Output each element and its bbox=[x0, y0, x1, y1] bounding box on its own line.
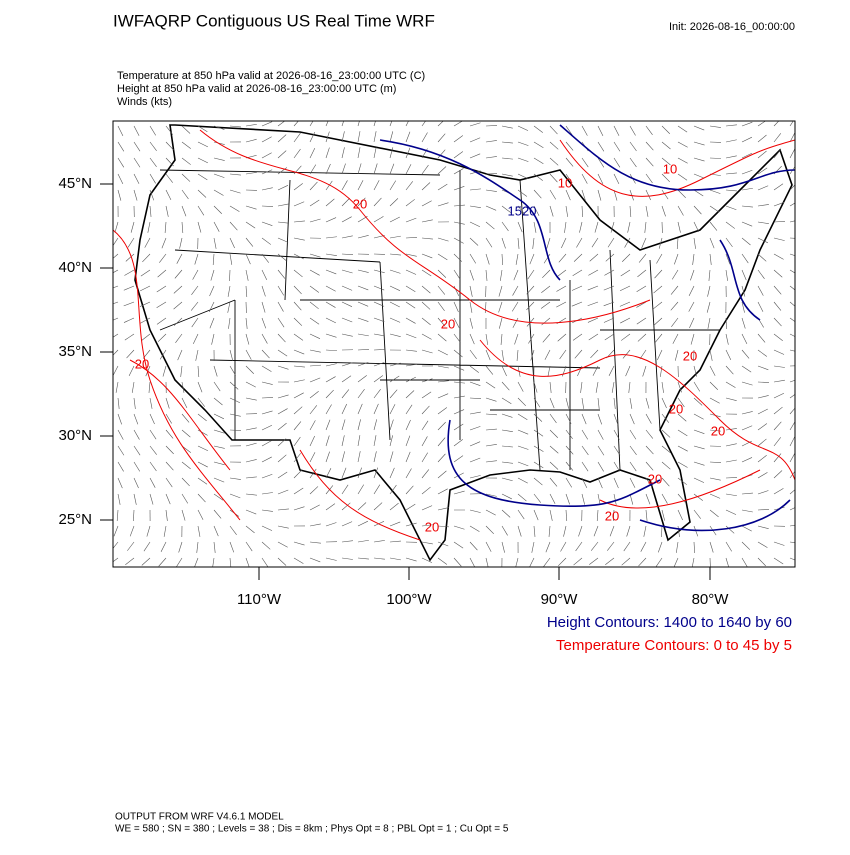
footer-line: WE = 580 ; SN = 380 ; Levels = 38 ; Dis … bbox=[115, 824, 509, 835]
footer-line: OUTPUT FROM WRF V4.6.1 MODEL bbox=[115, 812, 284, 823]
lon-label: 110°W bbox=[237, 591, 282, 608]
contour-label: 20 bbox=[425, 519, 439, 534]
lat-label: 25°N bbox=[58, 511, 92, 528]
lon-label: 90°W bbox=[541, 591, 579, 608]
contour-label: 10 bbox=[663, 161, 677, 176]
contour-label: 20 bbox=[441, 316, 455, 331]
lat-label: 35°N bbox=[58, 343, 92, 360]
contour-label: 20 bbox=[648, 471, 662, 486]
lon-label: 80°W bbox=[692, 591, 730, 608]
contour-label: 20 bbox=[669, 401, 683, 416]
lat-label: 40°N bbox=[58, 259, 92, 276]
contour-label: 10 bbox=[558, 175, 572, 190]
field-label: Temperature at 850 hPa valid at 2026-08-… bbox=[117, 70, 425, 82]
title: IWFAQRP Contiguous US Real Time WRF bbox=[113, 11, 435, 30]
field-label: Height at 850 hPa valid at 2026-08-16_23… bbox=[117, 83, 396, 95]
height-legend: Height Contours: 1400 to 1640 by 60 bbox=[547, 614, 792, 631]
contour-label: 20 bbox=[605, 508, 619, 523]
lon-label: 100°W bbox=[386, 591, 432, 608]
contour-label: 20 bbox=[683, 348, 697, 363]
lat-label: 45°N bbox=[58, 175, 92, 192]
init-time: Init: 2026-08-16_00:00:00 bbox=[669, 21, 795, 33]
contour-label: 20 bbox=[711, 423, 725, 438]
contour-label: 1520 bbox=[508, 203, 537, 218]
lat-label: 30°N bbox=[58, 427, 92, 444]
temperature-legend: Temperature Contours: 0 to 45 by 5 bbox=[556, 637, 792, 654]
field-label: Winds (kts) bbox=[117, 96, 172, 108]
contour-label: 20 bbox=[353, 196, 367, 211]
contour-label: 20 bbox=[135, 356, 149, 371]
